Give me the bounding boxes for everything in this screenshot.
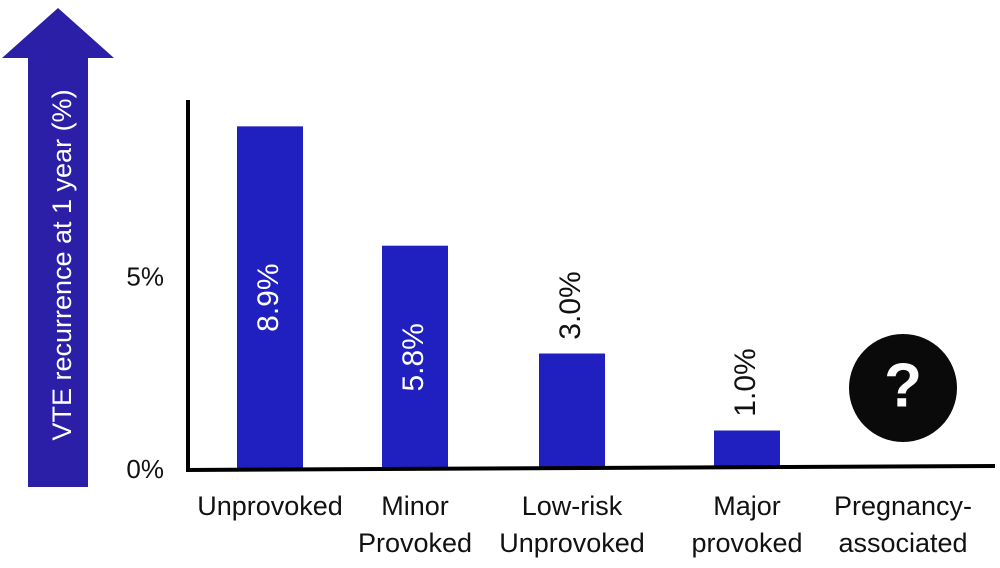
x-category-label-line: Unprovoked xyxy=(197,491,343,521)
bar-data-label: 8.9% xyxy=(252,263,285,331)
bar xyxy=(382,245,448,469)
x-category-label-line: Major xyxy=(713,491,781,521)
x-category-label-line: Pregnancy- xyxy=(833,491,973,521)
x-category-label: Low-risk Unprovoked xyxy=(482,488,662,562)
x-axis-line xyxy=(185,464,996,472)
x-category-label-line: associated xyxy=(838,528,968,558)
bar-data-label: 3.0% xyxy=(554,271,587,339)
x-category-label-line: provoked xyxy=(691,528,803,558)
x-category-label: Unprovoked xyxy=(185,488,355,525)
x-category-label: Pregnancy-associated xyxy=(813,488,993,562)
y-axis-title: VTE recurrence at 1 year (%) xyxy=(47,89,77,440)
x-category-label-line: Provoked xyxy=(357,528,473,558)
question-mark-circle-icon xyxy=(849,334,957,442)
x-category-label: Major provoked xyxy=(672,488,822,562)
y-axis-arrow: VTE recurrence at 1 year (%) xyxy=(2,8,114,487)
y-axis-arrow-shape xyxy=(2,8,114,487)
y-tick-label: 5% xyxy=(126,261,164,291)
x-category-label: Minor Provoked xyxy=(325,488,505,562)
x-category-label-line: Unprovoked xyxy=(499,528,645,558)
x-category-label-line: Minor xyxy=(381,491,449,521)
bar xyxy=(539,353,605,469)
bar-data-label: 1.0% xyxy=(729,348,762,416)
bar xyxy=(714,430,780,469)
bar-data-label: 5.8% xyxy=(397,323,430,391)
x-category-label-line: Low-risk xyxy=(521,491,623,521)
bar-data-label: ? xyxy=(884,351,922,420)
bar xyxy=(237,126,303,469)
y-tick-label: 0% xyxy=(126,454,164,484)
